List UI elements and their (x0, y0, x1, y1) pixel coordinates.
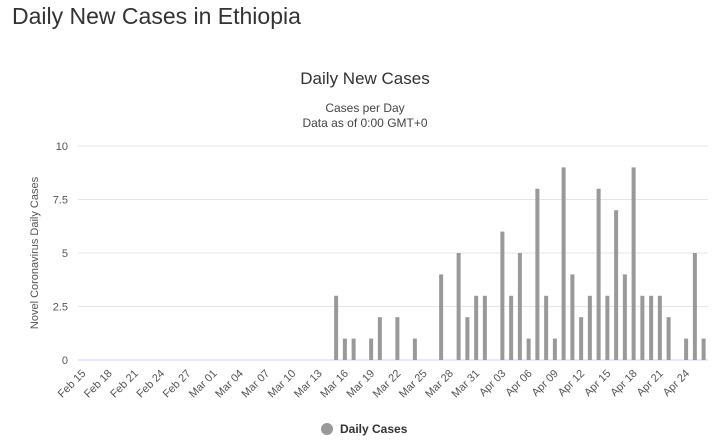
bar-mar-15[interactable] (334, 295, 339, 360)
bar-apr-16[interactable] (614, 210, 619, 360)
chart-title: Daily New Cases (300, 69, 429, 88)
bar-apr-09[interactable] (552, 338, 557, 360)
x-tick-label: Apr 24 (661, 368, 692, 399)
bar-apr-05[interactable] (517, 253, 522, 360)
x-tick-label: Feb 24 (135, 368, 168, 401)
x-tick-label: Apr 18 (608, 368, 639, 399)
chart-subtitle-line-1: Cases per Day (325, 101, 404, 115)
x-tick-label: Feb 18 (82, 368, 115, 401)
y-tick-label: 0 (62, 355, 68, 367)
bar-mar-31[interactable] (474, 295, 479, 360)
x-tick-label: Apr 21 (635, 368, 666, 399)
chart-subtitle-line-2: Data as of 0:00 GMT+0 (302, 116, 427, 130)
bar-apr-10[interactable] (561, 167, 566, 360)
legend-marker-icon (321, 423, 333, 435)
bar-apr-15[interactable] (605, 295, 610, 360)
x-tick-label: Feb 21 (108, 368, 141, 401)
bar-apr-06[interactable] (526, 338, 531, 360)
x-tick-label: Mar 07 (240, 368, 273, 401)
bar-apr-14[interactable] (596, 188, 601, 360)
bar-mar-19[interactable] (369, 338, 374, 360)
x-tick-label: Mar 25 (397, 368, 430, 401)
bar-apr-25[interactable] (692, 253, 697, 360)
x-tick-label: Apr 15 (582, 368, 613, 399)
x-tick-label: Mar 16 (318, 368, 351, 401)
bar-mar-29[interactable] (456, 253, 461, 360)
x-tick-label: Mar 04 (213, 368, 246, 401)
bar-mar-22[interactable] (395, 317, 400, 360)
x-tick-label: Apr 06 (503, 368, 534, 399)
bar-mar-27[interactable] (439, 274, 444, 360)
bar-apr-26[interactable] (701, 338, 706, 360)
legend-item-daily-cases[interactable]: Daily Cases (340, 422, 408, 436)
bar-apr-07[interactable] (535, 188, 540, 360)
x-tick-label: Apr 03 (477, 368, 508, 399)
page-title: Daily New Cases in Ethiopia (12, 3, 301, 29)
bar-apr-17[interactable] (622, 274, 627, 360)
bar-mar-30[interactable] (465, 317, 470, 360)
x-tick-label: Feb 27 (161, 368, 194, 401)
x-tick-label: Mar 28 (423, 368, 456, 401)
y-tick-label: 10 (56, 141, 68, 153)
bar-apr-18[interactable] (631, 167, 636, 360)
y-axis-label: Novel Coronavirus Daily Cases (29, 176, 41, 329)
x-tick-label: Mar 13 (292, 368, 325, 401)
x-tick-label: Mar 19 (345, 368, 378, 401)
x-tick-label: Apr 12 (556, 368, 587, 399)
bar-apr-20[interactable] (649, 295, 654, 360)
x-tick-label: Mar 01 (187, 368, 220, 401)
bar-apr-01[interactable] (482, 295, 487, 360)
bar-apr-04[interactable] (509, 295, 514, 360)
x-tick-label: Feb 15 (56, 368, 89, 401)
x-tick-label: Mar 22 (371, 368, 404, 401)
bar-apr-08[interactable] (544, 295, 549, 360)
legend[interactable]: Daily Cases (321, 422, 408, 436)
y-tick-label: 2.5 (53, 302, 68, 314)
bar-apr-19[interactable] (640, 295, 645, 360)
y-tick-label: 5 (62, 248, 68, 260)
bar-apr-13[interactable] (587, 295, 592, 360)
bar-apr-22[interactable] (666, 317, 671, 360)
bar-apr-24[interactable] (684, 338, 689, 360)
bar-mar-20[interactable] (377, 317, 382, 360)
bar-mar-16[interactable] (342, 338, 347, 360)
bar-mar-17[interactable] (351, 338, 356, 360)
y-tick-label: 7.5 (53, 195, 68, 207)
x-tick-label: Mar 31 (450, 368, 483, 401)
bar-apr-12[interactable] (579, 317, 584, 360)
bar-mar-24[interactable] (412, 338, 417, 360)
bar-apr-11[interactable] (570, 274, 575, 360)
bar-apr-03[interactable] (500, 231, 505, 360)
x-tick-label: Mar 10 (266, 368, 299, 401)
x-tick-label: Apr 09 (530, 368, 561, 399)
bar-apr-21[interactable] (657, 295, 662, 360)
